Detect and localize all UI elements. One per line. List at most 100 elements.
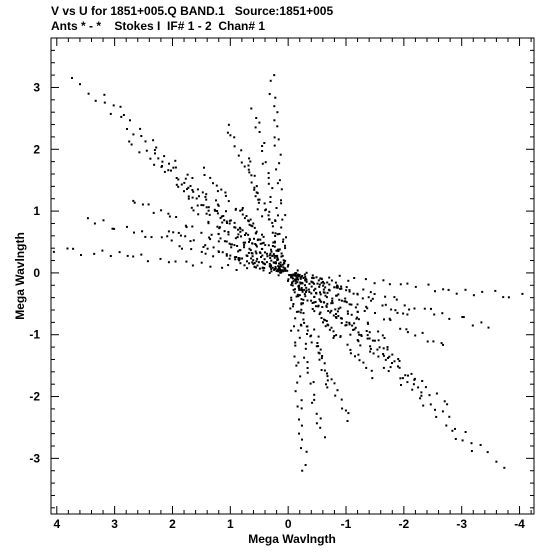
uv-point: [274, 219, 277, 222]
uv-point: [277, 250, 280, 252]
uv-point: [253, 262, 256, 264]
uv-point: [252, 262, 255, 265]
uv-point: [401, 377, 404, 380]
uv-point: [109, 255, 112, 257]
uv-point: [273, 144, 276, 147]
uv-point: [290, 283, 293, 286]
uv-point: [413, 307, 416, 310]
uv-point: [305, 289, 308, 292]
uv-point: [427, 283, 430, 286]
uv-point: [371, 377, 374, 380]
uv-point: [300, 407, 303, 410]
uv-point: [288, 274, 291, 276]
uv-point: [279, 153, 282, 156]
uv-point: [119, 105, 122, 108]
chart-title-line-2: Ants * - * Stokes I IF# 1 - 2 Chan# 1: [51, 19, 266, 33]
uv-point: [370, 299, 373, 302]
uv-point: [300, 281, 303, 284]
uv-point: [420, 391, 423, 394]
uv-point: [282, 238, 285, 241]
uv-point: [406, 331, 409, 334]
uv-point: [272, 241, 275, 244]
uv-point: [247, 251, 250, 254]
uv-point: [294, 272, 297, 275]
uv-point: [297, 310, 300, 313]
uv-point: [207, 222, 210, 225]
uv-point: [249, 249, 252, 252]
uv-point: [149, 157, 152, 160]
uv-point: [276, 254, 279, 257]
uv-point: [316, 282, 319, 285]
uv-point: [362, 288, 365, 291]
uv-point: [227, 231, 230, 233]
uv-point: [71, 77, 73, 79]
uv-point: [154, 152, 156, 155]
uv-point: [238, 226, 241, 229]
uv-point: [301, 469, 304, 472]
uv-point: [279, 261, 282, 264]
uv-point: [271, 187, 274, 190]
uv-point: [331, 300, 334, 302]
uv-point: [334, 281, 337, 284]
uv-point: [168, 215, 171, 218]
uv-point: [191, 177, 194, 179]
uv-point: [205, 198, 208, 201]
uv-point: [354, 326, 357, 329]
uv-point: [430, 307, 432, 310]
uv-point: [278, 248, 281, 251]
uv-point: [321, 306, 324, 308]
uv-point: [258, 121, 261, 124]
uv-point: [247, 219, 250, 222]
uv-point: [377, 339, 380, 342]
uv-point: [353, 328, 356, 331]
uv-point: [318, 285, 321, 288]
uv-point: [233, 244, 236, 247]
uv-point: [303, 288, 306, 291]
uv-point: [448, 415, 451, 418]
uv-point: [174, 159, 177, 162]
uv-point: [346, 343, 349, 346]
uv-point: [223, 219, 226, 222]
uv-point: [172, 231, 175, 234]
uv-point: [330, 326, 333, 329]
uv-point: [225, 210, 227, 213]
uv-point: [295, 278, 298, 280]
uv-point: [228, 222, 231, 225]
uv-point: [486, 451, 489, 454]
uv-point: [254, 250, 257, 253]
uv-point: [153, 149, 156, 151]
uv-point: [315, 305, 317, 308]
uv-point: [335, 285, 338, 288]
uv-point: [313, 295, 316, 298]
uv-point: [296, 381, 299, 384]
uv-point: [167, 261, 170, 264]
uv-point: [204, 195, 207, 198]
uv-point: [250, 252, 253, 255]
uv-point: [275, 168, 278, 171]
uv-point: [429, 403, 432, 406]
uv-point: [345, 324, 348, 327]
uv-point: [268, 265, 271, 267]
uv-point: [324, 325, 327, 328]
uv-point: [250, 174, 253, 177]
uv-point: [335, 313, 337, 315]
uv-point: [464, 431, 467, 433]
uv-point: [332, 330, 335, 333]
uv-point: [233, 145, 236, 148]
uv-point: [217, 240, 220, 243]
uv-point: [250, 181, 253, 184]
uv-point: [294, 288, 296, 291]
uv-point: [373, 282, 376, 285]
uv-point: [310, 341, 313, 344]
uv-point: [395, 298, 398, 301]
uv-point: [270, 268, 273, 270]
y-tick-label: 1: [33, 204, 40, 218]
uv-point: [303, 273, 306, 276]
uv-point: [317, 345, 320, 348]
uv-point: [86, 217, 89, 220]
uv-point: [274, 266, 277, 268]
uv-point: [271, 266, 274, 269]
uv-point: [389, 319, 392, 322]
uv-point: [367, 322, 369, 325]
x-tick-label: 2: [169, 517, 176, 531]
